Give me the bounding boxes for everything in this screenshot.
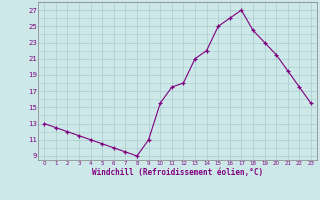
X-axis label: Windchill (Refroidissement éolien,°C): Windchill (Refroidissement éolien,°C) xyxy=(92,168,263,177)
